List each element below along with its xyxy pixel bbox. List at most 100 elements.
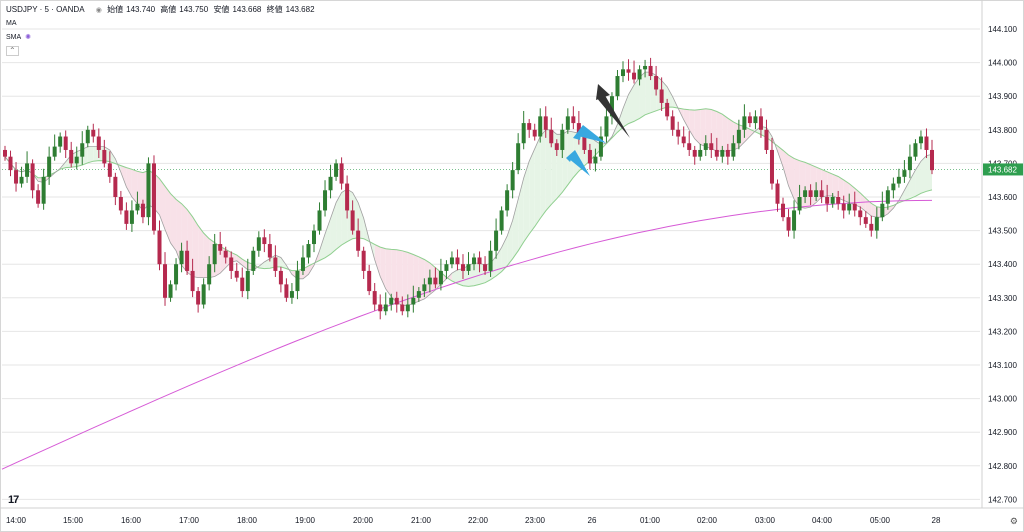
- candle-body: [52, 146, 57, 157]
- ma-ribbon-segment: [727, 118, 734, 152]
- time-tick-label: 01:00: [640, 516, 661, 525]
- candle-body: [389, 297, 394, 305]
- price-tick-label: 143.300: [988, 294, 1017, 303]
- high-value: 143.750: [179, 5, 209, 14]
- open-value: 143.740: [126, 5, 156, 14]
- candle-body: [36, 190, 41, 204]
- ma-ribbon-segment: [887, 205, 894, 214]
- candle-body: [582, 136, 587, 150]
- candle-body: [317, 210, 322, 231]
- candle-body: [80, 143, 85, 157]
- candle-body: [129, 210, 134, 224]
- ma-ribbon-segment: [280, 257, 287, 269]
- candle-body: [769, 149, 774, 184]
- candle-body: [74, 156, 79, 164]
- candle-body: [593, 156, 598, 164]
- ma-ribbon-segment: [319, 233, 326, 261]
- ma-ribbon-segment: [93, 146, 99, 162]
- ma-ribbon-segment: [810, 164, 817, 208]
- ma-ribbon-segment: [849, 183, 855, 205]
- candle-body: [527, 123, 532, 130]
- ma-ribbon-segment: [170, 193, 177, 251]
- candle-body: [278, 270, 283, 285]
- candle-body: [742, 116, 747, 130]
- candle-body: [466, 264, 471, 271]
- candle-body: [196, 291, 201, 305]
- ma-ribbon-segment: [407, 252, 414, 306]
- ma-slow-line: [4, 106, 933, 287]
- candle-body: [874, 217, 879, 231]
- candle-body: [598, 136, 603, 157]
- ma-ribbon-segment: [507, 220, 513, 266]
- candle-body: [350, 210, 355, 231]
- candle-body: [113, 176, 118, 197]
- ma-ribbon-segment: [159, 178, 166, 230]
- blue-arrow-upper: [573, 125, 606, 143]
- candle-body: [163, 264, 168, 298]
- candle-body: [47, 156, 52, 177]
- candle-body: [565, 116, 570, 130]
- candle-body: [157, 230, 162, 265]
- candle-body: [41, 176, 46, 204]
- candle-body: [394, 297, 399, 305]
- indicator-sma[interactable]: SMA ✺: [6, 33, 31, 41]
- indicator-ma[interactable]: MA: [6, 20, 17, 27]
- candle-body: [212, 244, 217, 265]
- candle-body: [85, 129, 90, 144]
- candle-body: [449, 257, 454, 265]
- candle-body: [207, 264, 212, 285]
- candle-body: [201, 284, 206, 305]
- ma-ribbon-segment: [871, 203, 877, 218]
- ma-ribbon-segment: [109, 149, 116, 164]
- ma-ribbon-segment: [667, 86, 673, 108]
- candle-body: [703, 143, 708, 150]
- ma-ribbon-segment: [176, 199, 182, 266]
- ma-ribbon-segment: [540, 129, 546, 219]
- ma-ribbon-segment: [920, 155, 927, 194]
- candle-body: [687, 143, 692, 150]
- price-tick-label: 144.100: [988, 25, 1017, 34]
- symbol-label[interactable]: USDJPY · 5 · OANDA: [6, 5, 85, 14]
- ma-ribbon-segment: [396, 249, 403, 306]
- collapse-indicators-icon[interactable]: ⌃: [6, 46, 19, 56]
- candle-body: [494, 230, 499, 251]
- candle-body: [91, 129, 96, 137]
- indicator-ma-label: MA: [6, 20, 17, 27]
- candle-body: [262, 237, 267, 245]
- candle-body: [819, 190, 824, 197]
- price-tick-label: 142.700: [988, 495, 1017, 504]
- ma-ribbon-segment: [700, 108, 706, 147]
- candle-body: [472, 257, 477, 265]
- candle-body: [615, 76, 620, 97]
- ma-ribbon-segment: [137, 171, 143, 211]
- candle-body: [256, 237, 261, 251]
- candle-body: [146, 163, 151, 218]
- ma-ribbon-segment: [915, 161, 921, 197]
- candle-body: [25, 163, 30, 177]
- candle-body: [19, 176, 24, 184]
- settings-gear-icon[interactable]: ⚙: [1009, 516, 1018, 526]
- candle-body: [576, 123, 581, 137]
- eye-icon[interactable]: ◉: [95, 7, 102, 14]
- candle-body: [836, 197, 841, 204]
- candle-body: [361, 250, 366, 271]
- ma-ribbon-segment: [545, 129, 552, 211]
- candle-body: [69, 149, 74, 164]
- candle-body: [251, 250, 256, 271]
- candle-body: [869, 223, 874, 231]
- time-tick-label: 28: [932, 516, 941, 525]
- time-tick-label: 03:00: [755, 516, 776, 525]
- candle-body: [571, 116, 576, 124]
- candle-body: [753, 116, 758, 124]
- ma-ribbon-segment: [192, 216, 199, 278]
- close-label: 終値: [266, 5, 283, 14]
- candle-body: [560, 129, 565, 150]
- candle-body: [289, 291, 294, 298]
- sma-settings-icon[interactable]: ✺: [25, 34, 32, 41]
- ma-ribbon-segment: [87, 146, 94, 163]
- ma-ribbon-segment: [429, 262, 436, 295]
- ma-ribbon-segment: [451, 269, 458, 284]
- candle-body: [140, 203, 145, 218]
- ma-ribbon-segment: [198, 225, 204, 278]
